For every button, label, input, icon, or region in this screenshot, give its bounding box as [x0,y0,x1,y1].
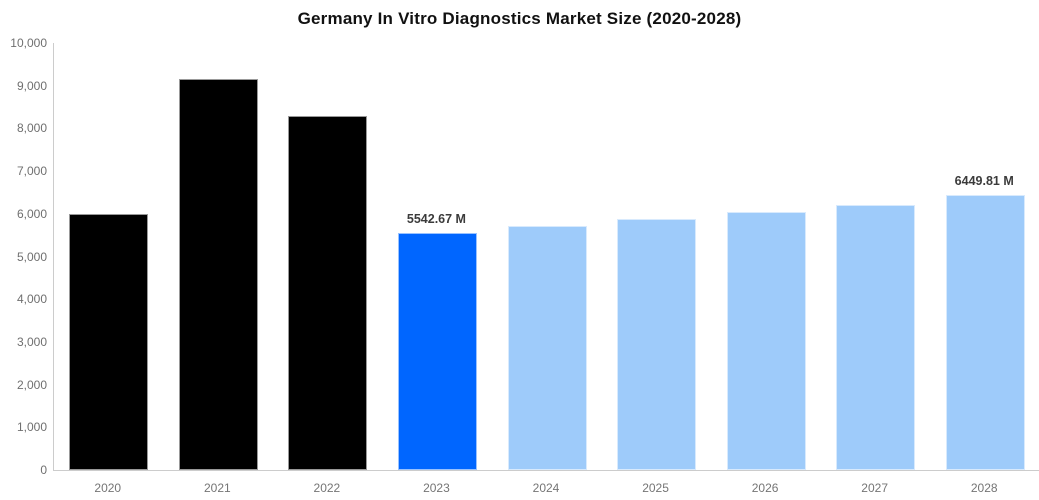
y-tick-label: 2,000 [16,377,47,392]
x-axis-label: 2027 [861,481,888,495]
bar-2027 [836,204,916,470]
bar-2022 [288,116,368,470]
y-tick-label: 0 [40,463,47,477]
x-axis-label: 2020 [94,481,122,495]
y-tick-label: 1,000 [16,420,47,435]
x-axis-label: 2028 [970,481,998,495]
bar-value-label: 5542.67 M [406,212,466,227]
plot-area [53,43,1039,471]
bar-value-label: 6449.81 M [954,173,1014,188]
bar-2025 [617,219,697,470]
y-tick-label: 5,000 [16,249,47,264]
x-axis-label: 2023 [423,481,450,495]
bar-2024 [507,226,587,470]
x-axis-label: 2022 [313,481,341,495]
x-axis-label: 2024 [532,481,560,495]
y-tick-label: 3,000 [16,334,47,349]
x-axis-label: 2021 [203,481,231,495]
bar-2023 [397,233,477,470]
y-tick-label: 7,000 [16,164,47,179]
y-tick-label: 10,000 [10,36,47,50]
y-tick-label: 6,000 [16,206,47,221]
x-axis-label: 2026 [751,481,779,495]
chart-title: Germany In Vitro Diagnostics Market Size… [297,9,742,28]
bar-2021 [178,79,258,470]
x-axis-label: 2025 [642,481,669,495]
bar-2028 [945,194,1025,470]
bar-2026 [726,212,806,470]
y-tick-label: 4,000 [16,292,47,307]
y-tick-label: 8,000 [16,121,47,136]
bar-2020 [69,214,149,470]
y-tick-label: 9,000 [16,78,47,93]
